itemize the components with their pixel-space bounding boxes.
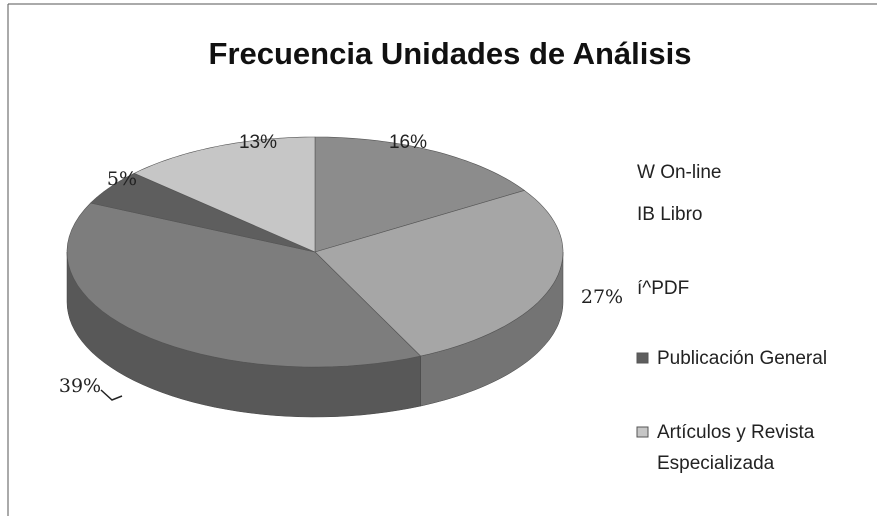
pie-slice — [133, 136, 316, 253]
legend-entry: W On-line — [637, 162, 722, 183]
pie-slice — [314, 190, 564, 357]
data-label: 5% — [107, 168, 137, 190]
legend-entry: IB Libro — [637, 204, 703, 225]
legend-entry: Artículos y Revista Especializada — [657, 422, 815, 474]
pie-slice — [89, 172, 316, 253]
pie-slice — [314, 136, 526, 253]
legend-entry: Publicación General — [657, 348, 828, 369]
legend-swatch — [636, 352, 649, 364]
chart-title: Frecuencia Unidades de Análisis — [209, 36, 692, 71]
legend-entry: í^PDF — [637, 278, 690, 299]
data-label: 13% — [239, 132, 277, 153]
data-label: 27% — [581, 286, 623, 308]
data-label: 39% — [59, 375, 101, 397]
data-label: 16% — [389, 132, 427, 153]
legend-swatch — [636, 426, 649, 438]
pie-slice — [66, 202, 422, 368]
leader-line — [100, 389, 123, 401]
